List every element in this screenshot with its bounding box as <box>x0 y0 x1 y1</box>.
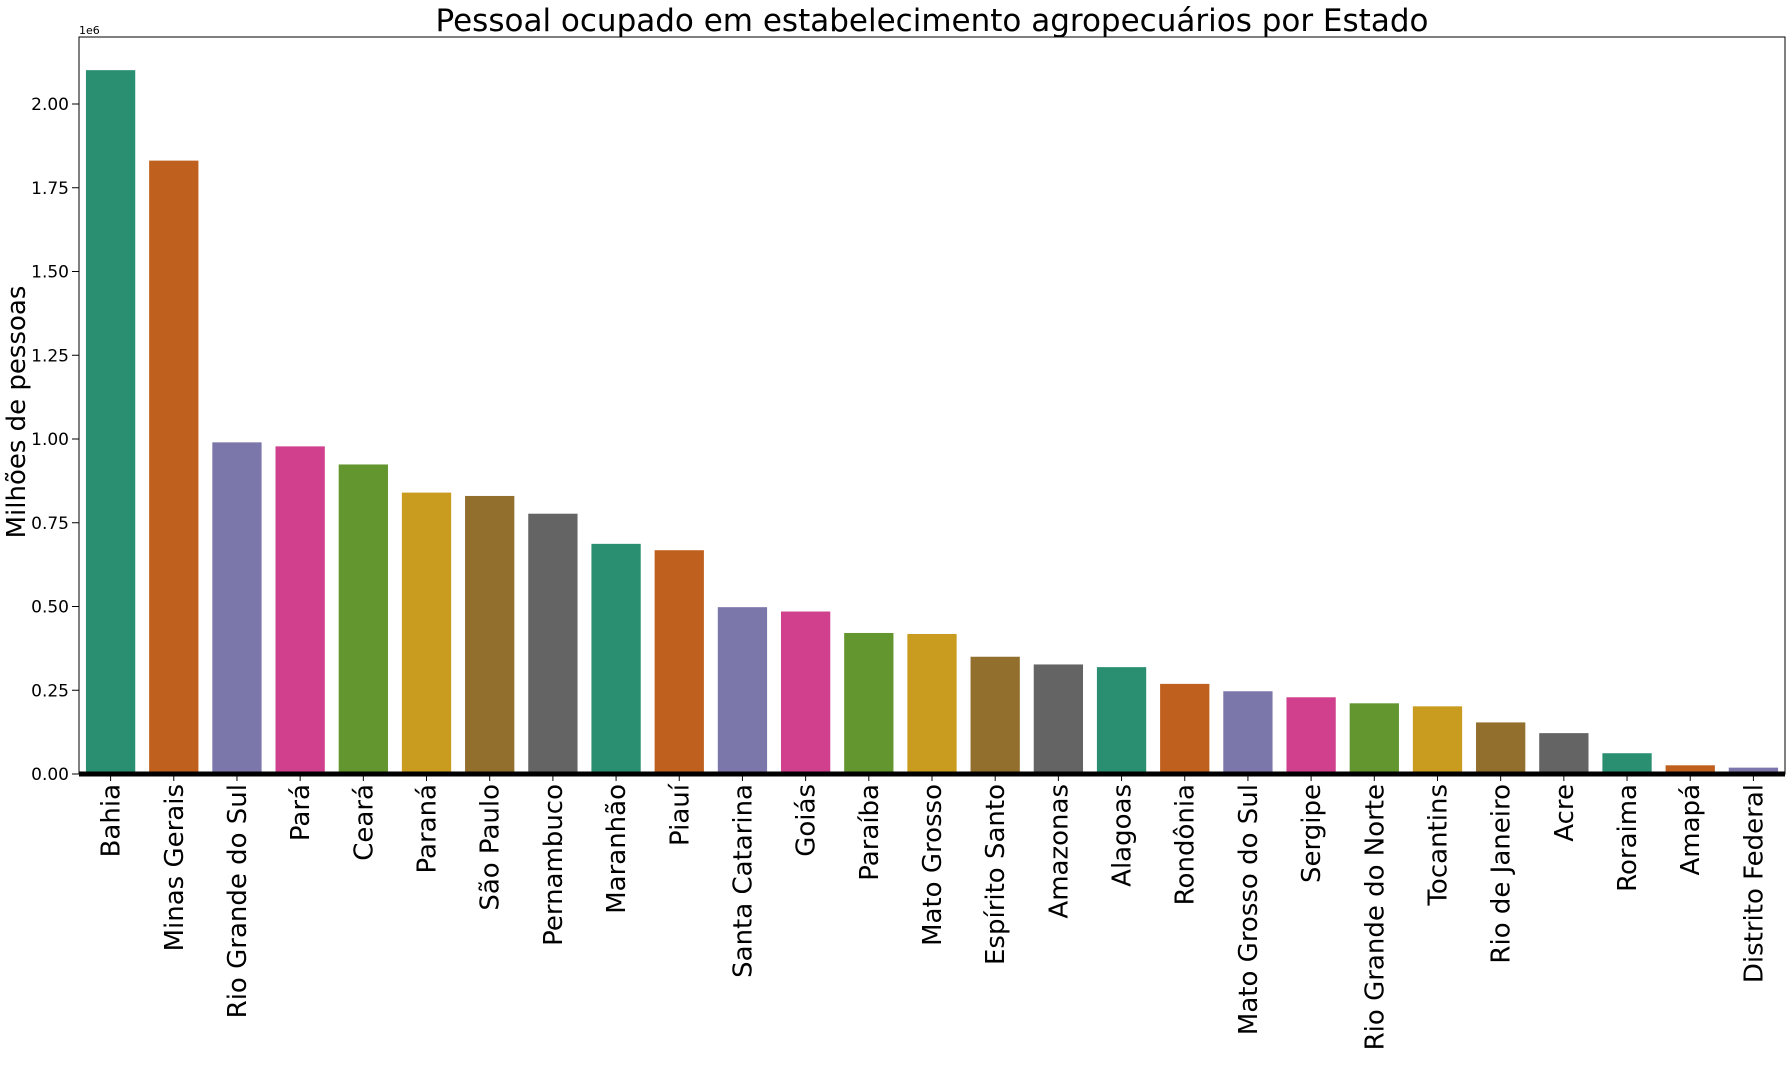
bar-esp-rito-santo <box>970 656 1020 774</box>
bar-rio-de-janeiro <box>1476 722 1526 774</box>
y-tick-label: 0.00 <box>31 765 69 785</box>
x-tick-label: Maranhão <box>602 784 632 914</box>
y-axis-offset-label: 1e6 <box>79 24 100 37</box>
bar-piau- <box>654 550 704 774</box>
y-tick-label: 1.75 <box>31 179 69 199</box>
x-tick-label: Amazonas <box>1044 784 1074 919</box>
bar-goi-s <box>780 611 831 774</box>
x-axis-ticks: Bahia Minas Gerais Rio Grande do Sul Pará Ce… <box>97 774 1769 1050</box>
x-tick-label: Sergipe <box>1297 784 1327 883</box>
x-tick-label: Acre <box>1550 784 1580 842</box>
bar-santa-catarina <box>717 607 768 774</box>
bars-group <box>85 70 1779 775</box>
bar-mato-grosso <box>907 633 957 774</box>
bar-minas-gerais <box>149 160 199 775</box>
x-tick-label: Espírito Santo <box>981 784 1011 965</box>
bar-par- <box>275 446 325 774</box>
x-tick-label: Paraíba <box>855 784 885 881</box>
y-tick-label: 1.00 <box>31 430 69 450</box>
bar-alagoas <box>1096 667 1147 774</box>
x-tick-label: Mato Grosso <box>918 784 948 946</box>
bar-tocantins <box>1412 706 1463 774</box>
x-tick-label: Paraná <box>413 784 443 873</box>
x-tick-label: Roraima <box>1613 784 1643 892</box>
x-tick-label: Piauí <box>665 783 695 846</box>
x-tick-label: Distrito Federal <box>1739 784 1769 983</box>
x-tick-label: Amapá <box>1676 784 1706 875</box>
y-tick-label: 1.25 <box>31 346 69 366</box>
x-tick-label: Bahia <box>97 784 127 857</box>
bar-rio-grande-do-norte <box>1349 703 1399 774</box>
y-tick-label: 2.00 <box>31 95 69 115</box>
chart-title: Pessoal ocupado em estabelecimento agrop… <box>436 3 1429 39</box>
x-tick-label: Mato Grosso do Sul <box>1234 784 1264 1035</box>
y-axis-ticks: 0.00 0.25 0.50 0.75 1.00 1.25 1.50 1.75 2.00 <box>31 95 79 785</box>
x-tick-label: Goiás <box>792 784 822 857</box>
x-tick-label: Tocantins <box>1423 784 1453 907</box>
bar-mato-grosso-do-sul <box>1223 691 1273 774</box>
x-tick-label: Pará <box>286 784 316 841</box>
x-tick-label: Rondônia <box>1171 784 1201 905</box>
bar-maranh-o <box>591 543 641 774</box>
bar-para-ba <box>844 632 894 774</box>
x-tick-label: Minas Gerais <box>160 784 190 951</box>
x-tick-label: Rio Grande do Sul <box>223 784 253 1018</box>
x-tick-label: Alagoas <box>1108 784 1138 887</box>
x-tick-label: São Paulo <box>476 784 506 911</box>
bar-distrito-federal <box>1728 767 1779 774</box>
y-tick-label: 0.75 <box>31 514 69 534</box>
x-tick-label: Rio Grande do Norte <box>1360 784 1390 1050</box>
x-tick-label: Pernambuco <box>539 784 569 946</box>
y-tick-label: 1.50 <box>31 263 69 283</box>
bar-paran- <box>401 492 452 774</box>
bar-cear- <box>338 464 388 774</box>
x-tick-label: Santa Catarina <box>728 784 758 978</box>
bar-sergipe <box>1286 697 1336 774</box>
y-tick-label: 0.50 <box>31 598 69 618</box>
bar-acre <box>1539 733 1589 774</box>
bar-rio-grande-do-sul <box>212 442 262 774</box>
bar-pernambuco <box>528 513 578 774</box>
bar-bahia <box>85 70 136 775</box>
bar-roraima <box>1602 753 1652 774</box>
y-tick-label: 0.25 <box>31 681 69 701</box>
y-axis-label: Milhões de pessoas <box>2 286 32 539</box>
bar-rond-nia <box>1160 683 1210 774</box>
bar-amazonas <box>1033 664 1084 774</box>
bar-s-o-paulo <box>465 495 515 774</box>
bar-amap- <box>1665 765 1715 774</box>
x-tick-label: Rio de Janeiro <box>1487 784 1517 964</box>
x-tick-label: Ceará <box>349 784 379 861</box>
